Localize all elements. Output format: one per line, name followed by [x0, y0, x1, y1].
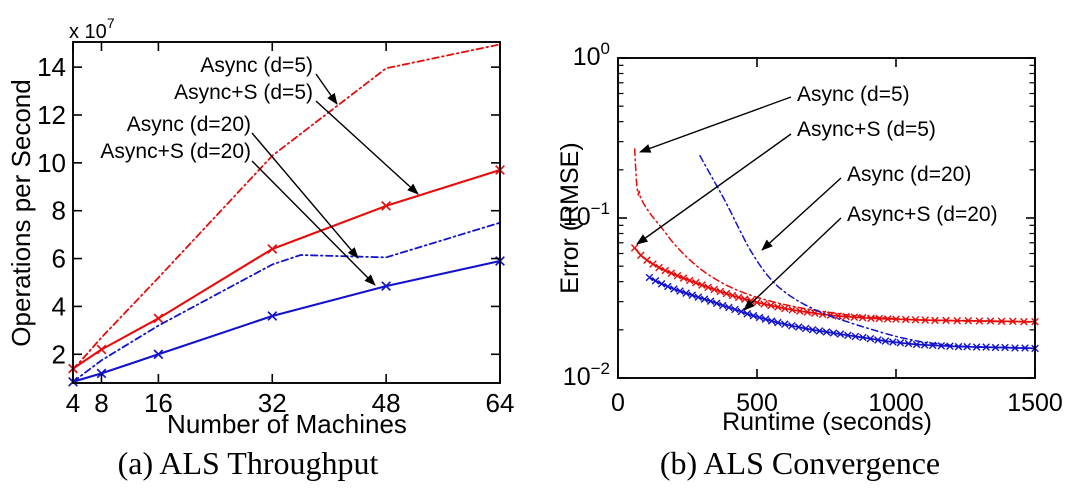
y-axis-label: Error (RMSE) [556, 142, 584, 293]
legend-annotation-async-s-d-20: Async+S (d=20) [847, 203, 998, 226]
legend-arrow-async-d-20 [251, 132, 359, 259]
y-tick-label: 100 [573, 39, 610, 71]
series-line-async-d-20 [72, 221, 501, 383]
legend-arrow-async-s-d-20 [251, 160, 376, 286]
legend-annotation-async-d-20: Async (d=20) [127, 113, 251, 136]
y-tick-label: 10−1 [563, 199, 610, 231]
x-axis-label: Number of Machines [167, 409, 407, 439]
series-line-async-s-d-5 [633, 247, 1036, 323]
x-tick-label: 48 [372, 388, 401, 418]
convergence-chart: 0 500 1000 1500 100 10−1 10−2 Runtime (seconds)… [556, 39, 1063, 436]
y-tick-label: 6 [52, 244, 66, 274]
x-axis-label: Runtime (seconds) [722, 408, 932, 436]
legend-arrow-async-d-5 [639, 96, 792, 153]
x-tick-label: 0 [611, 389, 625, 417]
legend-arrow-async-s-d-5 [315, 100, 419, 195]
y-tick-label: 10 [37, 148, 66, 178]
legend-annotation-async-s-d-5: Async+S (d=5) [174, 81, 313, 104]
series-line-async-s-d-20 [71, 259, 502, 383]
x-tick-label: 4 [66, 388, 80, 418]
series-line-async-d-5 [72, 43, 501, 371]
x-tick-label: 64 [486, 388, 515, 418]
legend-arrow-async-s-d-20 [743, 217, 842, 311]
y-axis-exponent-note: x 107 [69, 15, 115, 43]
y-axis-label: Operations per Second [6, 79, 36, 346]
legend-annotation-async-d-20: Async (d=20) [847, 163, 971, 186]
x-tick-label: 8 [94, 388, 108, 418]
x-tick-label: 16 [144, 388, 173, 418]
legend-annotation-async-d-5: Async (d=5) [200, 54, 313, 77]
legend-arrow-async-d-20 [761, 177, 842, 251]
x-tick-label: 500 [736, 389, 778, 417]
series-line-async-d-20 [699, 154, 1036, 350]
caption-throughput: (a) ALS Throughput [117, 445, 379, 481]
axes-box [72, 41, 501, 384]
legend-arrow-async-d-5 [315, 73, 338, 105]
legend-annotation-async-d-5: Async (d=5) [797, 83, 910, 106]
caption-convergence: (b) ALS Convergence [659, 445, 941, 481]
series-markers-async-s-d-5 [68, 165, 505, 374]
series-line-async-s-d-5 [71, 168, 502, 370]
y-tick-label: 2 [52, 339, 66, 369]
series-line-async-d-5 [633, 148, 1036, 323]
y-tick-label: 4 [52, 291, 66, 321]
y-tick-label: 12 [37, 100, 66, 130]
y-tick-label: 8 [52, 196, 66, 226]
series-markers-async-s-d-20 [68, 256, 505, 387]
series-markers-async-s-d-5 [630, 244, 1039, 326]
legend-annotation-async-s-d-5: Async+S (d=5) [797, 118, 936, 141]
axes-box [617, 57, 1036, 379]
y-tick-label: 10−2 [563, 359, 610, 391]
x-tick-label: 32 [258, 388, 287, 418]
legend-arrow-async-s-d-5 [636, 133, 792, 245]
series-markers-async-s-d-20 [645, 273, 1039, 353]
legend-annotation-async-s-d-20: Async+S (d=20) [100, 140, 251, 163]
x-tick-label: 1000 [868, 389, 924, 417]
y-tick-label: 14 [37, 52, 66, 82]
x-tick-label: 1500 [1007, 389, 1063, 417]
